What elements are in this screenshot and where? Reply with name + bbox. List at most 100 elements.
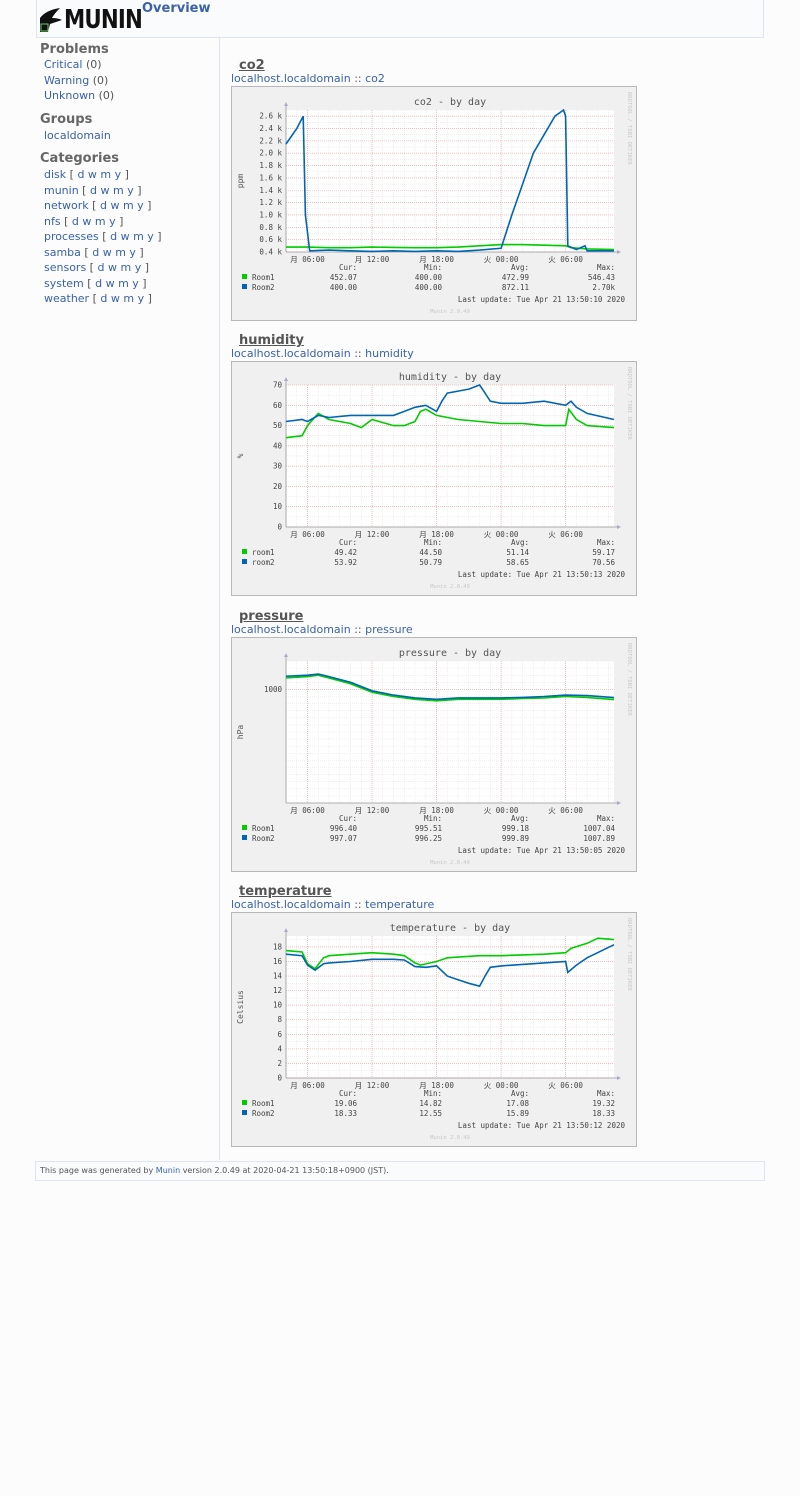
section-title[interactable]: co2 [239,58,265,73]
y-axis-arrow [284,928,288,932]
period-link[interactable]: d [99,199,107,212]
category-item: system [ d w m y ] [44,277,147,290]
graph-svg: 月 06:00 月 12:00 月 18:00 火 00:00 火 06:00 1000 p… [231,637,637,872]
warning-link[interactable]: Warning [44,74,90,87]
bracket-close: ] [141,261,149,274]
period-link[interactable]: d [100,292,108,305]
host-link[interactable]: localhost.localdomain [231,898,351,911]
period-link[interactable]: m [123,292,135,305]
category-item: network [ d w m y ] [44,199,151,212]
period-link[interactable]: d [71,214,79,228]
period-link[interactable]: m [133,230,144,243]
legend-value-max: 2.70k [592,283,615,292]
legend-header-min: Min: [424,538,442,547]
y-tick-label: 2 [277,1059,282,1068]
y-tick-label: 0.6 k [259,235,282,244]
section-breadcrumb: localhost.localdomain :: humidity [231,347,414,360]
group-localdomain-link[interactable]: localdomain [44,129,111,142]
category-link[interactable]: system [44,276,84,290]
host-link[interactable]: localhost.localdomain [231,347,351,360]
x-tick-label: 火 06:00 [548,806,583,815]
unknown-count: (0) [98,89,115,102]
unknown-link[interactable]: Unknown [44,89,96,102]
plot-area [286,936,614,1078]
category-link[interactable]: processes [44,230,99,243]
host-link[interactable]: localhost.localdomain [231,623,351,636]
period-link[interactable]: y [137,292,145,305]
x-axis-arrow [617,250,621,254]
footer-munin-link[interactable]: Munin [155,1166,181,1175]
section-title[interactable]: pressure [239,609,304,624]
graph-image[interactable]: 月 06:00 月 12:00 月 18:00 火 00:00 火 06:00 0 2 4 6 8… [231,912,637,1147]
period-link[interactable]: d [92,245,100,259]
munin-logo[interactable]: MUNIN [40,6,143,34]
critical-link[interactable]: Critical [44,58,83,71]
problem-unknown: Unknown (0) [44,89,114,102]
period-link[interactable]: d [97,261,105,274]
period-link[interactable]: y [109,214,116,228]
period-link[interactable]: d [110,230,118,243]
legend-value-min: 400.00 [415,273,443,282]
period-link[interactable]: m [112,183,124,197]
period-link[interactable]: w [120,230,130,243]
period-link[interactable]: w [110,199,120,212]
y-axis-arrow [284,377,288,381]
period-link[interactable]: d [95,276,103,290]
category-link[interactable]: weather [44,292,90,305]
rrdtool-watermark: RRDTOOL / TOBI OETIKER [626,92,632,166]
plot-area [286,110,614,252]
period-link[interactable]: d [77,168,85,181]
period-link[interactable]: y [137,199,144,212]
period-link[interactable]: m [122,199,134,212]
legend-value-max: 19.32 [592,1099,615,1108]
period-link[interactable]: y [127,183,134,197]
period-link[interactable]: m [120,261,132,274]
period-link[interactable]: m [118,276,129,290]
category-link[interactable]: nfs [44,214,61,228]
period-link[interactable]: y [114,168,122,181]
period-link[interactable]: d [89,183,97,197]
period-link[interactable]: w [110,292,120,305]
bracket-open: [ [80,245,93,259]
period-link[interactable]: w [107,261,117,274]
period-link[interactable]: y [147,230,154,243]
section-title[interactable]: temperature [239,884,332,899]
category-link[interactable]: munin [44,183,79,197]
graph-image[interactable]: 月 06:00 月 12:00 月 18:00 火 00:00 火 06:00 0 10 20… [231,361,637,596]
period-link[interactable]: w [87,168,97,181]
period-link[interactable]: w [100,183,110,197]
legend-value-min: 996.25 [415,834,442,843]
legend-value-avg: 58.65 [506,558,529,567]
category-link[interactable]: disk [44,168,67,181]
period-link[interactable]: y [129,245,136,259]
overview-link[interactable]: Overview [142,1,211,16]
graph-title: co2 - by day [414,97,486,108]
series-line-room2 [285,384,615,423]
y-axis-arrow [284,653,288,657]
graph-image[interactable]: 月 06:00 月 12:00 月 18:00 火 00:00 火 06:00 0.4 k… [231,86,637,321]
y-tick-label: 0 [277,1074,282,1083]
period-link[interactable]: m [100,168,112,181]
period-link[interactable]: m [115,245,126,259]
y-tick-label: 2.6 k [259,112,282,121]
category-link[interactable]: samba [44,245,81,259]
period-link[interactable]: y [132,276,139,290]
period-link[interactable]: w [102,245,112,259]
period-link[interactable]: y [134,261,142,274]
plugin-link[interactable]: humidity [365,347,414,360]
category-link[interactable]: sensors [44,261,87,274]
plugin-link[interactable]: temperature [365,898,435,911]
period-link[interactable]: w [105,276,115,290]
bracket-open: [ [88,199,100,212]
host-link[interactable]: localhost.localdomain [231,72,351,85]
x-tick-label: 月 06:00 [290,806,325,815]
period-link[interactable]: w [82,214,92,228]
category-link[interactable]: network [44,199,89,212]
period-link[interactable]: m [94,214,106,228]
graph-image[interactable]: 月 06:00 月 12:00 月 18:00 火 00:00 火 06:00 1000 p… [231,637,637,872]
plugin-link[interactable]: co2 [365,72,385,85]
category-item: munin [ d w m y ] [44,184,142,197]
x-tick-label: 火 06:00 [548,255,583,264]
plugin-link[interactable]: pressure [365,623,413,636]
section-title[interactable]: humidity [239,333,304,348]
